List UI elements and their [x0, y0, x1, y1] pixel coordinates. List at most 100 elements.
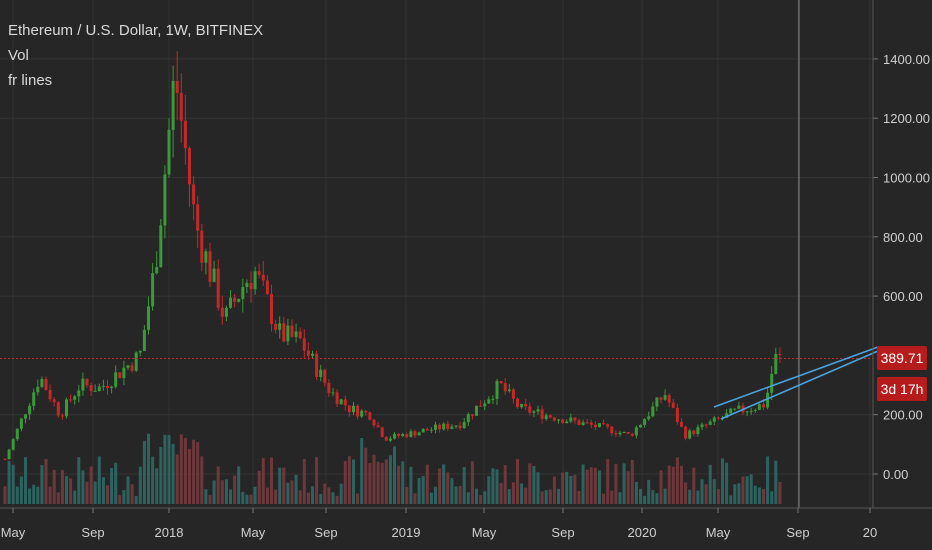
candle-body	[192, 184, 196, 205]
volume-bar	[171, 443, 175, 504]
volume-bar	[147, 433, 150, 504]
candle-body	[44, 379, 48, 391]
candle-body	[327, 382, 331, 394]
candle-body	[778, 353, 782, 355]
volume-bar	[7, 460, 11, 504]
lines-indicator-label[interactable]: fr lines	[8, 72, 53, 89]
candle-body	[77, 390, 81, 397]
volume-bar	[499, 482, 503, 504]
candle-body	[446, 423, 450, 429]
candle-body	[126, 365, 130, 368]
x-tick-label: Sep	[786, 525, 809, 540]
candle-body	[434, 424, 437, 430]
volume-bar	[93, 481, 97, 504]
volume-bar	[24, 457, 27, 504]
y-tick-label: 1200.00	[883, 111, 930, 126]
candle-body	[368, 412, 372, 420]
candle-body	[188, 148, 191, 185]
volume-bar	[294, 474, 298, 504]
volume-bar	[397, 465, 401, 504]
volume-bar	[503, 465, 507, 504]
volume-bar	[212, 480, 216, 504]
candle-body	[516, 398, 519, 408]
volume-bar	[618, 492, 622, 504]
candle-body	[680, 421, 683, 427]
candle-body	[548, 415, 552, 418]
volume-bar	[684, 482, 688, 504]
candle-body	[520, 403, 524, 408]
volume-bar	[524, 487, 528, 504]
volume-bar	[602, 493, 606, 504]
volume-bar	[421, 476, 425, 504]
candle-body	[265, 280, 269, 294]
volume-indicator-label[interactable]: Vol	[8, 47, 29, 64]
candle-body	[581, 422, 585, 425]
volume-bar	[753, 485, 757, 504]
candle-body	[7, 449, 11, 460]
lower-trend-line	[720, 350, 879, 420]
volume-bar	[487, 476, 491, 504]
candle-body	[352, 405, 355, 413]
candle-body	[692, 430, 696, 435]
volume-bar	[774, 460, 778, 504]
candle-body	[183, 120, 187, 149]
volume-bar	[688, 489, 692, 504]
volume-bar	[360, 438, 364, 504]
volume-bar	[557, 488, 560, 504]
candle-body	[483, 403, 487, 407]
volume-bar	[278, 467, 282, 504]
x-tick-label: May	[241, 525, 266, 540]
volume-bar	[507, 488, 511, 504]
candle-body	[24, 414, 27, 419]
candle-body	[261, 274, 265, 281]
candle-body	[274, 324, 278, 330]
candle-body	[532, 411, 536, 413]
candle-body	[171, 80, 175, 130]
volume-bar	[532, 465, 536, 504]
candle-body	[73, 396, 77, 400]
volume-bar	[630, 459, 634, 504]
volume-bar	[778, 482, 782, 504]
candle-body	[614, 433, 618, 435]
volume-bar	[311, 486, 314, 504]
candle-body	[639, 424, 642, 428]
candle-body	[470, 414, 474, 416]
volume-bar	[331, 492, 335, 504]
candle-body	[364, 410, 368, 413]
candle-body	[618, 432, 622, 435]
candle-body	[442, 423, 446, 430]
candle-body	[347, 405, 351, 413]
candle-body	[323, 369, 327, 383]
time-axis[interactable]: May Sep 2018 May Sep 2019 May Sep 2020 May Sep 20	[1, 508, 878, 540]
volume-bar	[134, 495, 138, 504]
candle-body	[774, 353, 778, 374]
candle-body	[511, 389, 515, 399]
candle-body	[634, 427, 638, 436]
candle-body	[569, 417, 573, 422]
volume-bar	[60, 470, 64, 504]
candle-body	[712, 417, 716, 422]
price-axis[interactable]: 1400.00 1200.00 1000.00 800.00 600.00 200.00 0…	[0, 0, 932, 509]
candle-body	[138, 350, 142, 353]
candle-body	[495, 380, 499, 399]
volume-bar	[663, 488, 667, 504]
candle-body	[540, 409, 544, 419]
volume-bar	[44, 458, 48, 504]
volume-bar	[704, 484, 708, 504]
candle-body	[32, 392, 36, 406]
volume-bar	[237, 466, 241, 504]
volume-bar	[306, 492, 310, 504]
volume-bar	[298, 490, 302, 504]
candle-body	[729, 408, 733, 414]
volume-bar	[483, 491, 487, 504]
candle-body	[421, 429, 425, 433]
volume-bar	[356, 493, 360, 504]
volume-bar	[585, 469, 589, 504]
volume-bar	[639, 488, 642, 504]
candle-body	[405, 434, 409, 437]
x-tick-label: May	[706, 525, 731, 540]
volume-bar	[466, 492, 470, 504]
volume-bar	[196, 442, 200, 504]
volume-bar	[716, 489, 720, 504]
